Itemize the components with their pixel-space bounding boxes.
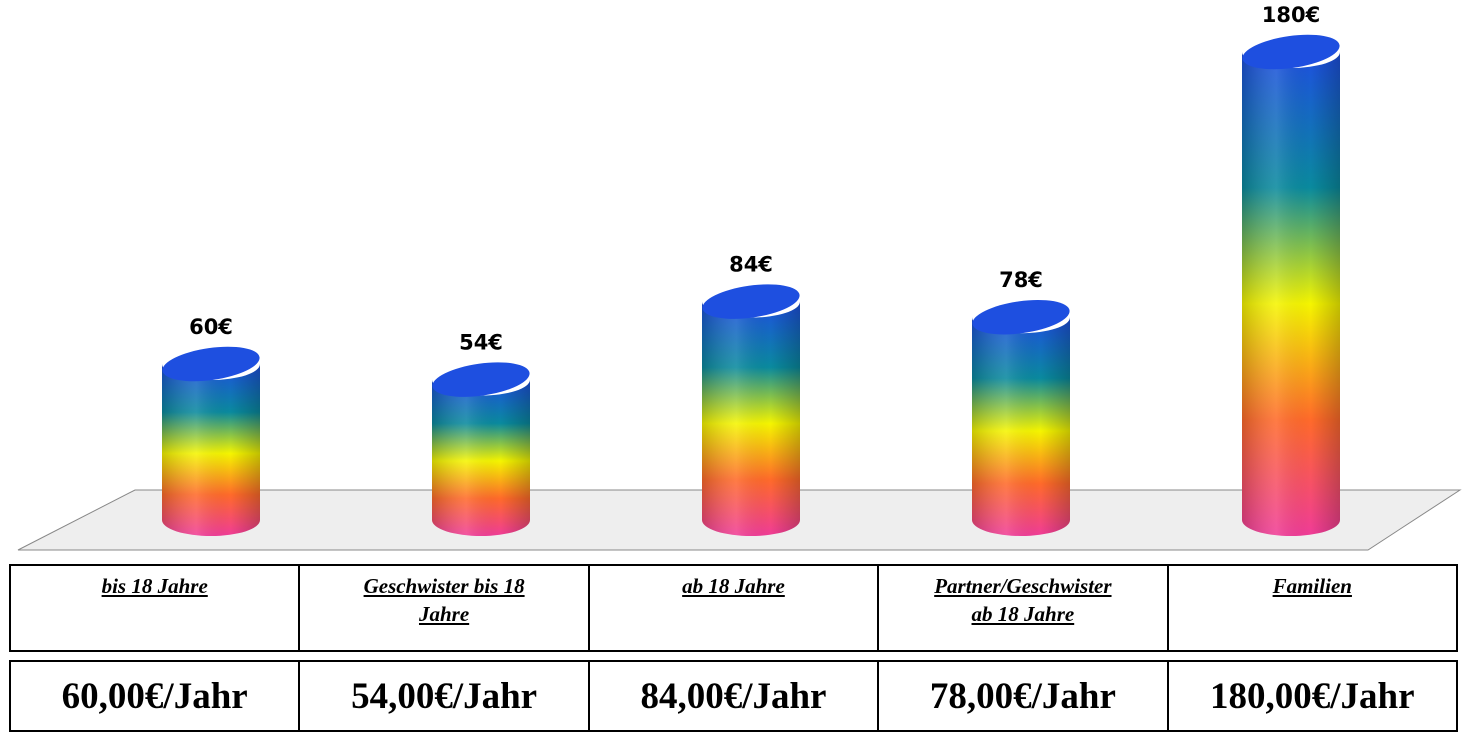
data-label: 54€ (459, 331, 503, 355)
bar-shading (1242, 52, 1340, 536)
data-label: 78€ (999, 268, 1043, 292)
bar-shading (972, 317, 1070, 536)
category-label: Partner/Geschwister ab 18 Jahre (934, 574, 1112, 626)
bars-layer (162, 34, 1340, 536)
price-row: 60,00€/Jahr 54,00€/Jahr 84,00€/Jahr 78,0… (8, 660, 1459, 732)
price-table: bis 18 Jahre Geschwister bis 18 Jahre ab … (8, 564, 1459, 732)
price-cell: 78,00€/Jahr (877, 660, 1169, 732)
bar-shading (702, 301, 800, 536)
category-cell: ab 18 Jahre (587, 564, 880, 652)
bar-top-cap (1242, 34, 1340, 70)
category-cell: Familien (1166, 564, 1459, 652)
bar-1 (162, 346, 260, 536)
bar-top-cap (702, 284, 800, 319)
category-cell: bis 18 Jahre (8, 564, 301, 652)
price-value: 180,00€/Jahr (1210, 675, 1415, 717)
data-labels-layer: 60€ 54€ 84€ 78€ 180€ (189, 3, 1320, 355)
category-label: Familien (1272, 574, 1352, 598)
price-value: 54,00€/Jahr (351, 675, 538, 717)
bar-top-cap (162, 346, 260, 382)
bar-5 (1242, 34, 1340, 536)
data-label: 84€ (729, 253, 773, 277)
price-cell: 84,00€/Jahr (587, 660, 880, 732)
category-cell: Partner/Geschwister ab 18 Jahre (877, 564, 1169, 652)
category-label: bis 18 Jahre (101, 574, 208, 598)
category-row: bis 18 Jahre Geschwister bis 18 Jahre ab … (8, 564, 1459, 652)
price-value: 60,00€/Jahr (61, 675, 248, 717)
bar-shading (432, 379, 530, 536)
price-cell: 54,00€/Jahr (298, 660, 590, 732)
price-value: 84,00€/Jahr (640, 675, 827, 717)
category-label: ab 18 Jahre (682, 574, 785, 598)
bar-top-cap (972, 299, 1070, 335)
price-cell: 60,00€/Jahr (8, 660, 301, 732)
bar-4 (972, 299, 1070, 536)
price-value: 78,00€/Jahr (929, 675, 1116, 717)
category-cell: Geschwister bis 18 Jahre (298, 564, 590, 652)
bar-2 (432, 362, 530, 536)
bar-shading (162, 364, 260, 536)
bar-top-cap (432, 362, 530, 397)
price-chart: 60€ 54€ 84€ 78€ 180€ (17, 3, 1462, 551)
price-cell: 180,00€/Jahr (1166, 660, 1459, 732)
data-label: 60€ (189, 315, 233, 339)
bar-3 (702, 284, 800, 536)
category-label: Geschwister bis 18 Jahre (363, 574, 525, 626)
data-label: 180€ (1262, 3, 1320, 27)
spacer-row (10, 650, 1457, 662)
